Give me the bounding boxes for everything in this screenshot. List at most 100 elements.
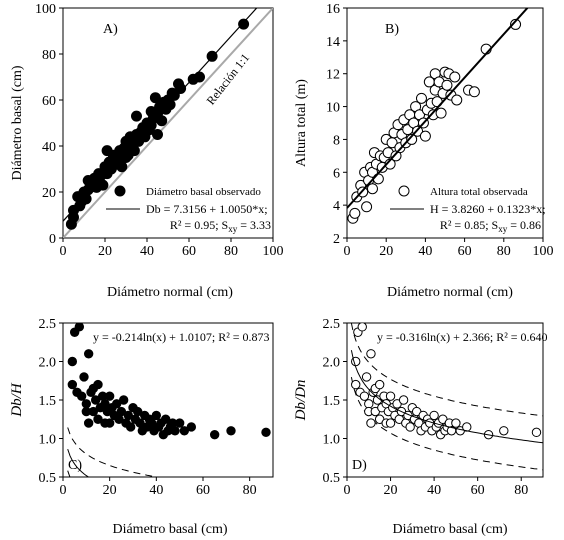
panel-label: C) xyxy=(68,458,82,473)
data-point xyxy=(499,426,509,436)
fit-line xyxy=(63,8,258,222)
data-point xyxy=(67,379,78,390)
panel-b: 2 4 6 8 10 12 14 16 0 20 40 60 80 100 Altura total (m)… xyxy=(294,2,554,259)
data-point xyxy=(170,426,180,436)
data-point xyxy=(76,391,87,401)
y-tick-label: 12 xyxy=(326,68,340,83)
xaxis-title-right-bottom: Diámetro basal (cm) xyxy=(392,522,507,537)
data-point xyxy=(83,418,94,428)
data-point xyxy=(449,71,461,83)
xaxis-title-left-top: Diámetro normal (cm) xyxy=(107,285,233,300)
legend-marker xyxy=(114,185,126,197)
y-axis-title: Diámetro basal (cm) xyxy=(10,65,25,180)
data-point xyxy=(441,79,453,91)
data-point xyxy=(531,427,542,438)
x-tick-label: 40 xyxy=(140,244,154,259)
data-point xyxy=(361,201,373,213)
x-tick-label: 40 xyxy=(427,483,441,498)
y-tick-label: 0.5 xyxy=(39,471,57,486)
data-point xyxy=(104,418,115,428)
data-point xyxy=(366,418,376,428)
y-axis-title: Db/H xyxy=(9,382,25,418)
data-point xyxy=(97,179,109,191)
legend-marker xyxy=(398,185,410,197)
panel-a: 0 20 40 60 80 100 0 20 40 60 80 100 Diámetro basal (… xyxy=(10,2,284,259)
data-point xyxy=(90,395,101,405)
x-tick-label: 80 xyxy=(514,483,528,498)
data-point xyxy=(168,89,180,101)
data-point xyxy=(104,391,115,401)
data-point xyxy=(359,391,370,401)
legend-symbol-label: Altura total observada xyxy=(430,186,528,198)
data-point xyxy=(151,410,162,421)
data-point xyxy=(123,410,134,421)
xaxis-title-right-top: Diámetro normal (cm) xyxy=(387,285,513,300)
data-point xyxy=(79,372,89,382)
x-tick-label: 80 xyxy=(243,483,257,498)
panel-c: 0.5 1.0 1.5 2.0 2.5 0 20 40 60 80 Db/H C) y = -0.214… xyxy=(9,317,274,498)
data-point xyxy=(451,418,461,428)
data-point xyxy=(374,379,385,390)
x-tick-label: 20 xyxy=(379,244,393,259)
x-tick-label: 100 xyxy=(533,244,554,259)
data-point xyxy=(149,92,161,104)
y-tick-label: 100 xyxy=(35,2,56,17)
data-point xyxy=(74,323,85,332)
data-point xyxy=(406,133,418,145)
data-point xyxy=(510,18,522,30)
y-tick-label: 2 xyxy=(333,232,340,247)
data-point xyxy=(226,426,236,436)
x-tick-label: 60 xyxy=(458,244,472,259)
y-tick-label: 2.5 xyxy=(323,317,341,332)
data-point xyxy=(131,110,142,122)
data-point xyxy=(81,399,92,409)
plot-frame xyxy=(62,7,274,239)
data-point xyxy=(366,349,376,359)
data-point xyxy=(372,173,384,185)
x-tick-label: 0 xyxy=(60,244,67,259)
data-point xyxy=(429,410,439,421)
data-point xyxy=(83,349,94,359)
y-tick-label: 1.0 xyxy=(39,433,57,448)
y-tick-label: 1.5 xyxy=(323,394,341,409)
data-point xyxy=(385,391,396,401)
panel-d: 0.5 1.0 1.5 2.0 2.5 0 20 40 60 80 Db/Dn D) y = -0.31… xyxy=(293,317,548,498)
panel-label: D) xyxy=(352,458,367,473)
equation-text: y = -0.214ln(x) + 1.0107; R² = 0.873 xyxy=(93,330,270,344)
y-tick-label: 2.0 xyxy=(323,356,341,371)
y-tick-label: 40 xyxy=(42,140,56,155)
x-tick-label: 60 xyxy=(182,244,196,259)
data-point xyxy=(160,414,171,424)
data-point xyxy=(156,115,168,127)
data-point xyxy=(164,99,176,111)
y-tick-label: 80 xyxy=(42,48,56,63)
panel-label: B) xyxy=(385,22,399,37)
x-tick-label: 0 xyxy=(60,483,67,498)
x-tick-label: 60 xyxy=(196,483,210,498)
plot-area xyxy=(67,323,271,477)
data-point xyxy=(349,207,361,219)
y-tick-label: 2.5 xyxy=(39,317,57,332)
y-tick-label: 10 xyxy=(326,101,340,116)
y-tick-label: 8 xyxy=(333,133,340,148)
x-tick-label: 0 xyxy=(344,244,351,259)
confidence-band xyxy=(67,427,160,477)
data-point xyxy=(116,406,127,417)
y-tick-label: 4 xyxy=(333,199,340,214)
plot-area xyxy=(347,8,529,224)
data-point xyxy=(93,379,103,390)
data-point xyxy=(261,427,271,438)
legend-line-label: H = 3.8260 + 0.1323*x; xyxy=(430,202,546,216)
equation-text: y = -0.316ln(x) + 2.366; R² = 0.640 xyxy=(377,330,548,344)
fit-curve xyxy=(350,350,543,444)
panel-label: A) xyxy=(103,22,118,37)
confidence-band xyxy=(350,376,543,471)
x-tick-label: 80 xyxy=(497,244,511,259)
data-point xyxy=(398,395,409,405)
data-point xyxy=(415,92,427,104)
data-point xyxy=(125,422,136,432)
plot-area xyxy=(63,8,273,238)
data-point xyxy=(468,86,480,98)
data-point xyxy=(128,145,140,157)
